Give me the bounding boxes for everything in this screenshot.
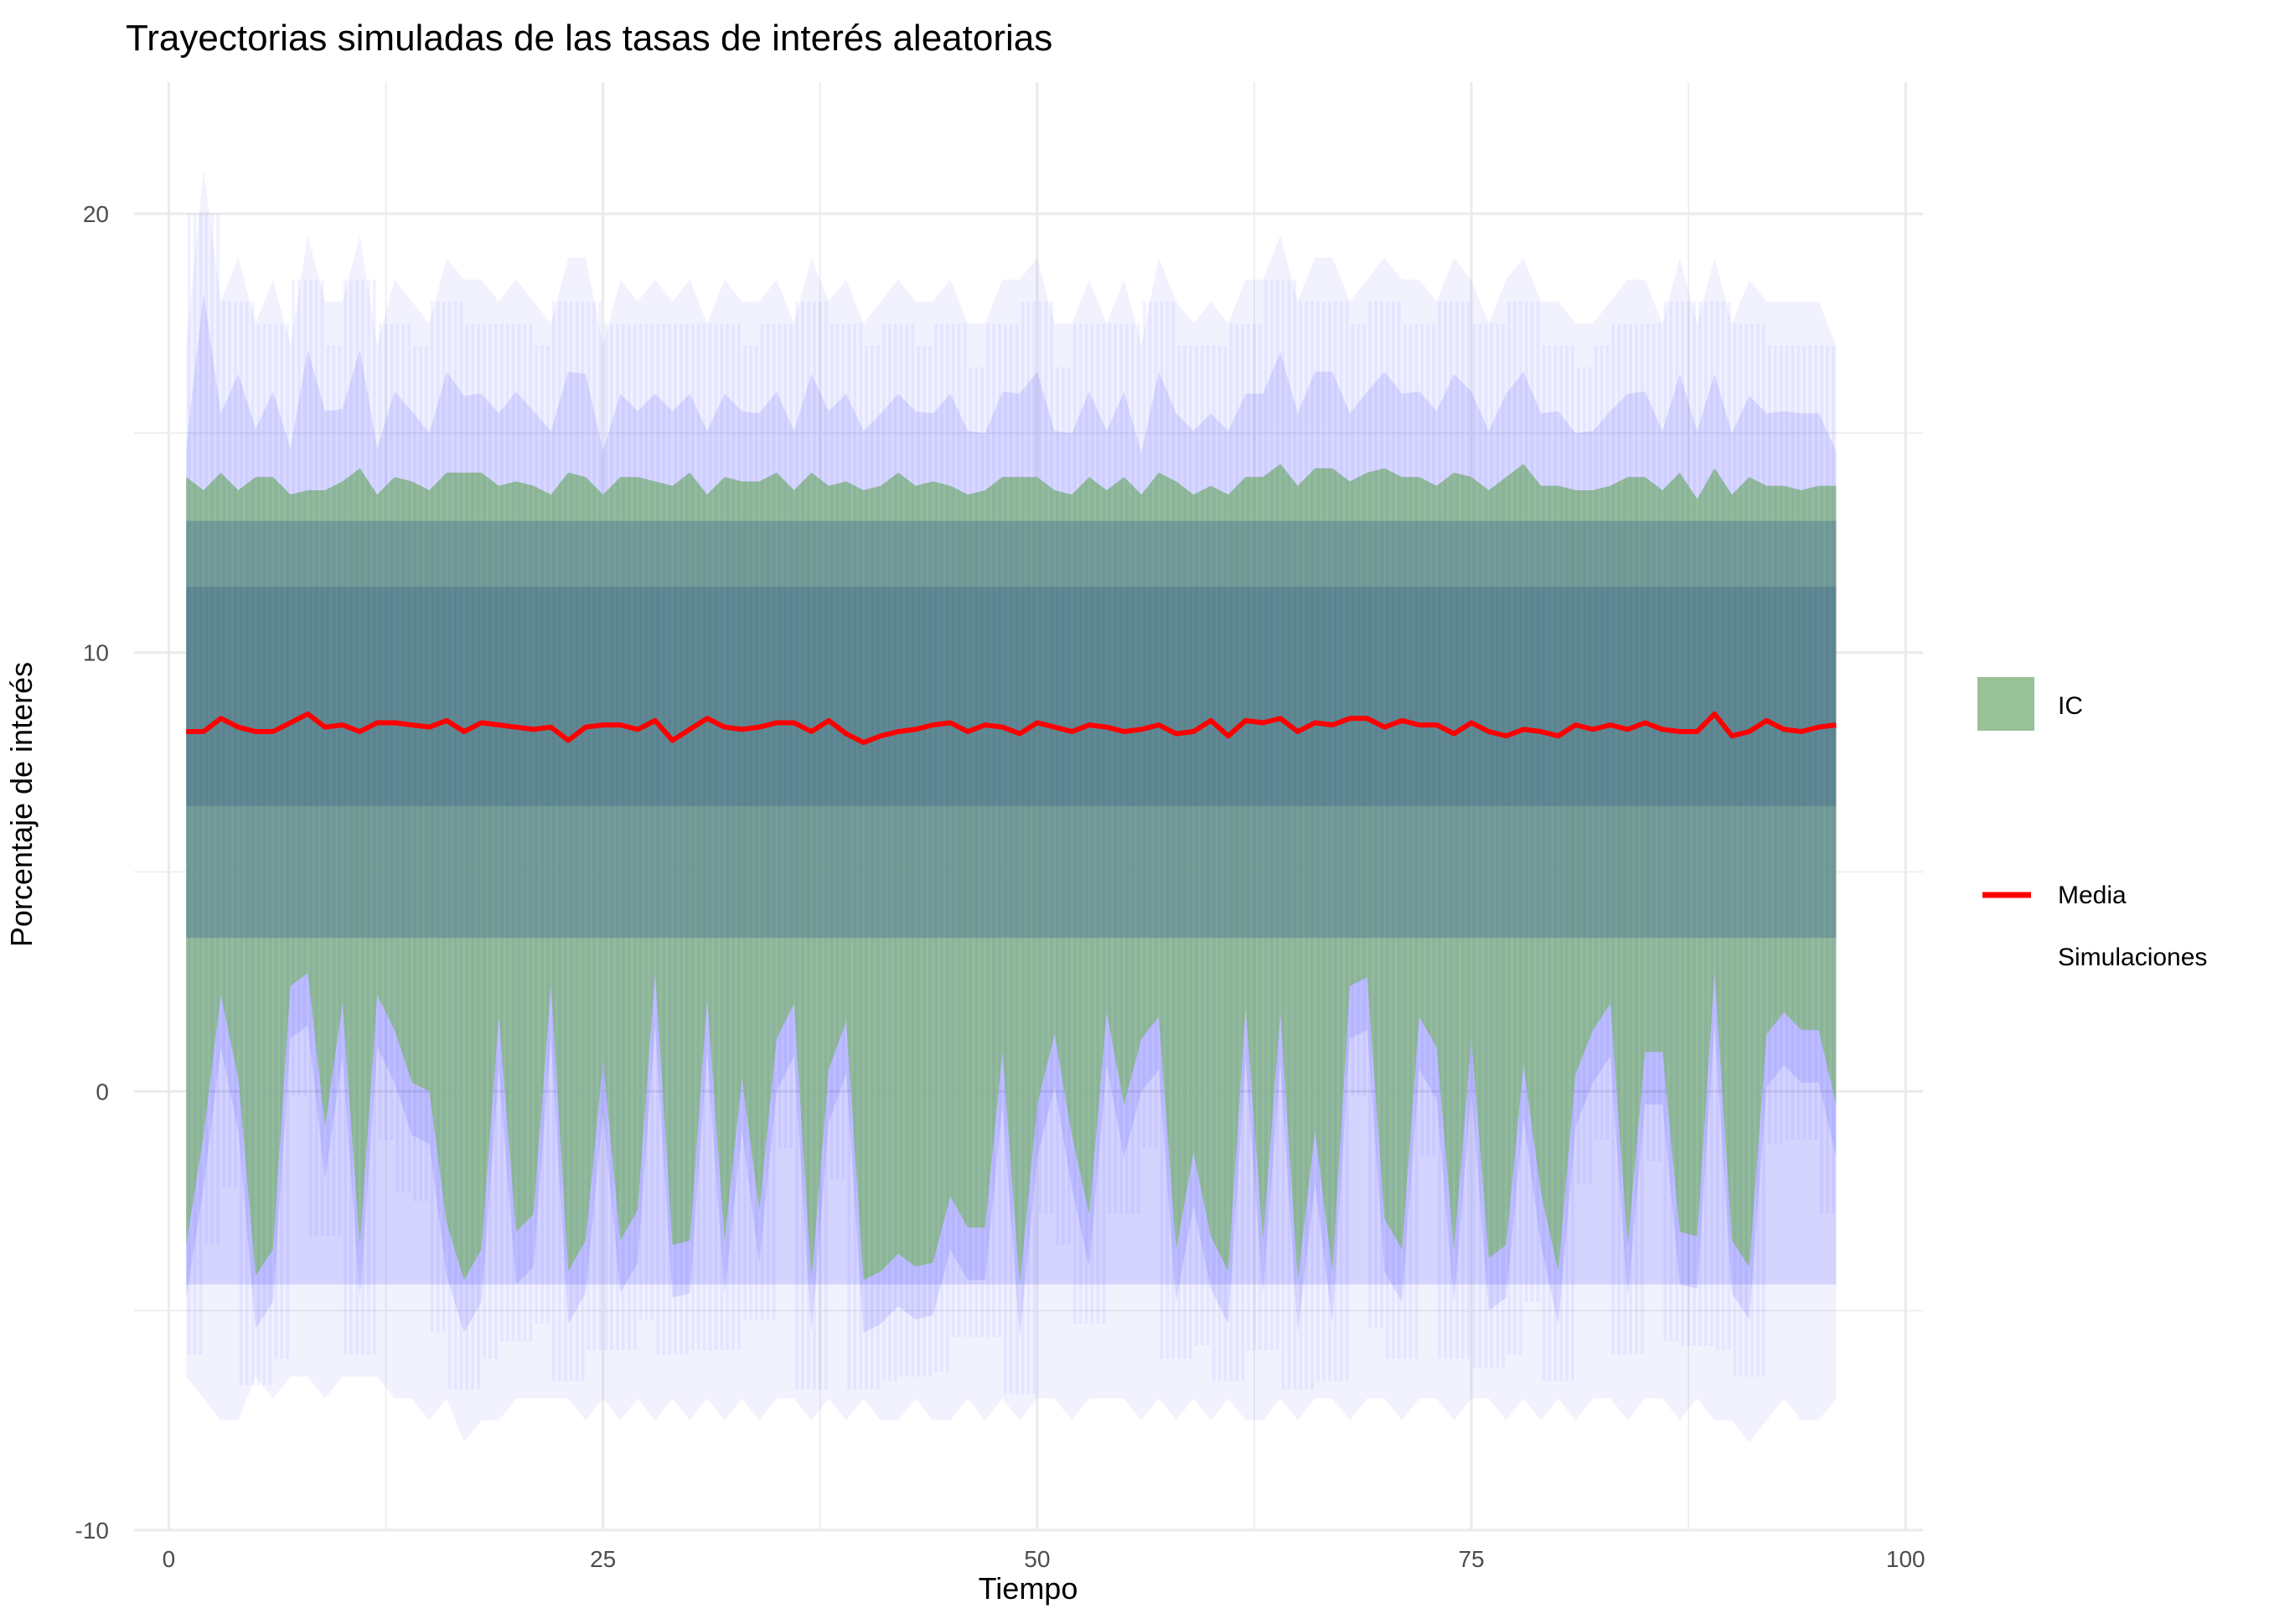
x-tick-label: 100	[1886, 1546, 1925, 1572]
ic-layer	[186, 463, 1837, 1285]
stripe-layer	[187, 214, 1835, 1394]
y-axis-title: Porcentaje de interés	[4, 662, 39, 947]
x-axis: 0 25 50 75 100	[163, 1546, 1925, 1572]
x-tick-label: 75	[1458, 1546, 1484, 1572]
x-tick-label: 50	[1024, 1546, 1050, 1572]
x-tick-label: 0	[163, 1546, 176, 1572]
x-axis-title: Tiempo	[979, 1571, 1078, 1606]
legend-label-media: Media	[2058, 882, 2127, 909]
mean-layer	[186, 711, 1837, 746]
y-tick-label: 10	[83, 640, 109, 666]
ic-core-shade	[186, 587, 1837, 806]
legend-label-ic: IC	[2058, 692, 2083, 720]
y-tick-label: -10	[75, 1518, 109, 1544]
legend-label-simulaciones: Simulaciones	[2058, 944, 2207, 971]
y-axis: -10 0 10 20	[75, 201, 109, 1544]
y-tick-label: 20	[83, 201, 109, 227]
chart-title: Trayectorias simuladas de las tasas de i…	[126, 18, 1052, 59]
y-tick-label: 0	[96, 1078, 109, 1104]
x-tick-label: 25	[590, 1546, 616, 1572]
legend-key-ic	[1977, 677, 2034, 731]
mean-line	[186, 711, 1837, 746]
legend: IC Media Simulaciones	[1977, 677, 2207, 971]
ic-ribbon	[186, 463, 1837, 1285]
